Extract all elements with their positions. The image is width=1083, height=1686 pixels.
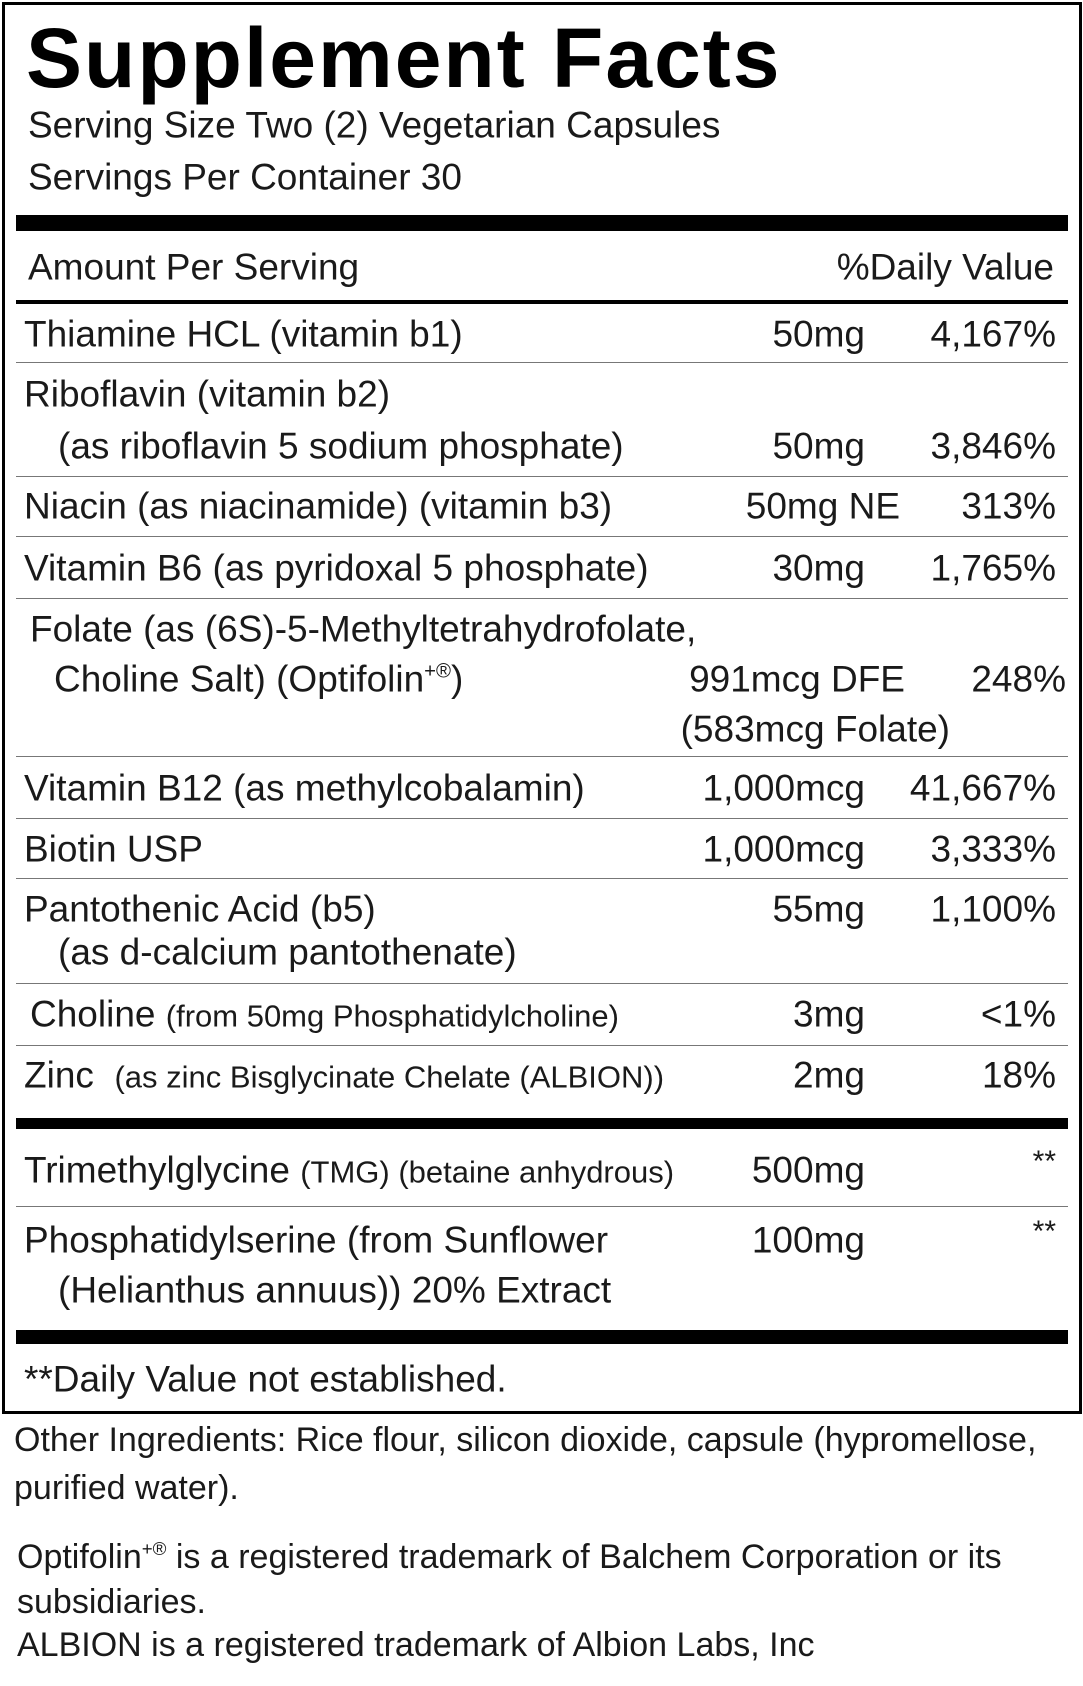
ingredient-name: Trimethylglycine (TMG) (betaine anhydrou…	[24, 1152, 674, 1189]
ingredient-name: Phosphatidylserine (from Sunflower	[24, 1219, 609, 1261]
nutrient-amount: 2mg	[793, 1054, 865, 1096]
row-divider	[16, 1045, 1068, 1046]
nutrient-dv: 41,667%	[909, 767, 1056, 809]
nutrient-name: Vitamin B6 (as pyridoxal 5 phosphate)	[24, 547, 649, 589]
daily-value-header: %Daily Value	[836, 246, 1054, 288]
nutrient-amount: 50mg	[772, 313, 865, 355]
trademark-superscript: +®	[424, 660, 452, 683]
nutrient-dv: <1%	[980, 993, 1056, 1035]
ingredient-amount: 500mg	[751, 1149, 865, 1191]
tmg-detail: (TMG) (betaine anhydrous)	[300, 1154, 675, 1190]
nutrient-subname: (as riboflavin 5 sodium phosphate)	[58, 425, 624, 467]
nutrient-name: Choline (from 50mg Phosphatidylcholine)	[30, 996, 619, 1033]
amount-per-serving-header: Amount Per Serving	[28, 246, 360, 288]
choline-detail: (from 50mg Phosphatidylcholine)	[165, 998, 619, 1034]
nutrient-amount: 1,000mcg	[702, 767, 866, 809]
thick-divider	[16, 215, 1068, 231]
row-divider	[16, 818, 1068, 819]
zinc-detail: (as zinc Bisglycinate Chelate (ALBION))	[114, 1059, 665, 1095]
other-ingredients-line-1: Other Ingredients: Rice flour, silicon d…	[14, 1421, 1037, 1459]
nutrient-dv: 313%	[961, 485, 1056, 527]
ingredient-amount: 100mg	[751, 1219, 865, 1261]
nutrient-name: Biotin USP	[24, 828, 203, 870]
optifolin-name: Optifolin	[17, 1538, 142, 1576]
nutrient-dv: 248%	[971, 658, 1066, 700]
supplement-facts-panel	[2, 2, 1082, 1414]
optifolin-trademark-line-2: subsidiaries.	[17, 1583, 206, 1621]
row-divider	[16, 1206, 1068, 1207]
header-divider	[16, 300, 1068, 304]
nutrient-subname: (as d-calcium pantothenate)	[58, 931, 517, 973]
nutrient-dv: 1,765%	[930, 547, 1057, 589]
row-divider	[16, 983, 1068, 984]
panel-title: Supplement Facts	[26, 11, 782, 105]
nutrient-amount: 991mcg DFE	[689, 658, 905, 700]
row-divider	[16, 362, 1068, 363]
nutrient-name: Pantothenic Acid (b5)	[24, 888, 376, 930]
nutrient-name: Niacin (as niacinamide) (vitamin b3)	[24, 485, 613, 527]
optifolin-text: is a registered trademark of Balchem Cor…	[166, 1538, 1002, 1576]
nutrient-name: Folate (as (6S)-5-Methyltetrahydrofolate…	[30, 608, 697, 650]
row-divider	[16, 756, 1068, 757]
tmg-name: Trimethylglycine	[24, 1149, 290, 1191]
nutrient-dv: 18%	[981, 1054, 1056, 1096]
thick-divider	[16, 1330, 1068, 1344]
nutrient-name: Vitamin B12 (as methylcobalamin)	[24, 767, 585, 809]
thick-divider	[16, 1118, 1068, 1129]
nutrient-subname: Choline Salt) (Optifolin+®)	[54, 661, 463, 698]
nutrient-amount: 50mg NE	[745, 485, 900, 527]
nutrient-amount: 50mg	[772, 425, 865, 467]
nutrient-dv: 3,846%	[930, 425, 1057, 467]
ingredient-dv: **	[1032, 1215, 1056, 1248]
nutrient-amount: 1,000mcg	[702, 828, 866, 870]
nutrient-dv: 3,333%	[930, 828, 1057, 870]
folate-sub-end: )	[451, 658, 464, 700]
ingredient-dv: **	[1032, 1145, 1056, 1178]
nutrient-amount: 30mg	[772, 547, 865, 589]
row-divider	[16, 878, 1068, 879]
nutrient-name: Thiamine HCL (vitamin b1)	[24, 313, 463, 355]
row-divider	[16, 536, 1068, 537]
nutrient-amount-secondary: (583mcg Folate)	[680, 708, 950, 750]
albion-trademark: ALBION is a registered trademark of Albi…	[17, 1626, 815, 1664]
folate-sub-text: Choline Salt) (Optifolin	[54, 658, 425, 700]
choline-name: Choline	[30, 993, 156, 1035]
optifolin-trademark: Optifolin+® is a registered trademark of…	[17, 1537, 1002, 1576]
nutrient-dv: 1,100%	[930, 888, 1057, 930]
trademark-superscript: +®	[141, 1537, 167, 1559]
footnote: **Daily Value not established.	[24, 1358, 507, 1400]
nutrient-amount: 55mg	[772, 888, 865, 930]
other-ingredients-line-2: purified water).	[14, 1469, 239, 1507]
zinc-name: Zinc	[24, 1054, 94, 1096]
row-divider	[16, 598, 1068, 599]
nutrient-name: Zinc (as zinc Bisglycinate Chelate (ALBI…	[24, 1057, 664, 1094]
nutrient-amount: 3mg	[793, 993, 865, 1035]
ingredient-subname: (Helianthus annuus)) 20% Extract	[58, 1269, 612, 1311]
nutrient-name: Riboflavin (vitamin b2)	[24, 373, 391, 415]
row-divider	[16, 476, 1068, 477]
servings-per-container: Servings Per Container 30	[28, 156, 462, 198]
serving-size: Serving Size Two (2) Vegetarian Capsules	[28, 104, 721, 146]
nutrient-dv: 4,167%	[930, 313, 1057, 355]
